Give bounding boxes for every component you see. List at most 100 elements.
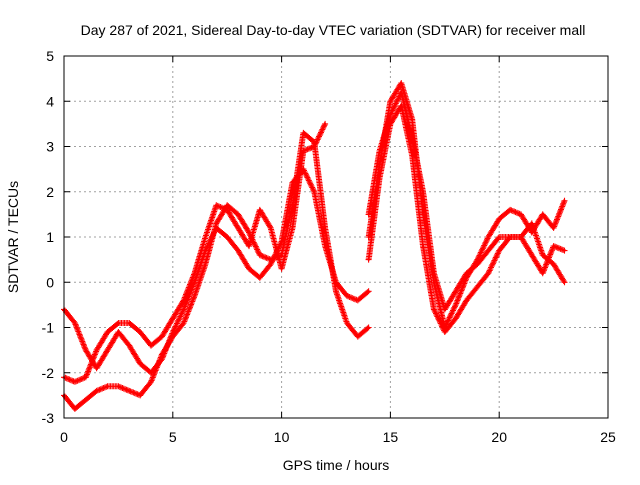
data-point [476, 285, 479, 288]
data-point [454, 290, 457, 293]
data-point [367, 258, 370, 261]
data-point [247, 244, 251, 248]
data-point [313, 145, 316, 148]
data-point [410, 118, 414, 121]
data-point [313, 190, 316, 193]
y-axis-ticks: -3 -2 -1 0 1 2 3 4 5 [42, 48, 608, 426]
data-point [400, 81, 403, 85]
chart-title: Day 287 of 2021, Sidereal Day-to-day VTE… [81, 22, 586, 38]
x-tick-label: 0 [60, 429, 68, 445]
x-tick-label: 10 [274, 429, 290, 445]
data-point [563, 249, 566, 252]
data-point [345, 321, 349, 325]
data-point [160, 335, 164, 338]
data-point [193, 294, 196, 298]
data-point [378, 149, 381, 153]
data-point [563, 281, 566, 284]
data-point [519, 235, 523, 239]
plot-frame [63, 55, 609, 419]
data-point [236, 226, 240, 230]
data-point [530, 253, 534, 257]
data-point [171, 317, 174, 320]
data-point [345, 294, 349, 298]
data-point [236, 213, 240, 216]
data-point [269, 226, 272, 230]
data-point [73, 407, 77, 411]
data-point [498, 249, 501, 252]
data-point [204, 262, 207, 266]
data-point [84, 348, 87, 352]
data-point [356, 299, 359, 302]
data-point [552, 262, 555, 266]
data-point [280, 240, 283, 243]
data-point [226, 235, 229, 239]
data-point [258, 208, 262, 212]
data-point [106, 385, 109, 388]
data-point [226, 204, 229, 207]
data-point [530, 222, 534, 225]
data-point [508, 208, 512, 212]
data-point [128, 389, 131, 393]
data-point [84, 398, 87, 402]
data-point [465, 299, 468, 302]
data-point [280, 267, 283, 270]
data-point [356, 335, 359, 338]
data-point [334, 290, 338, 293]
data-point [128, 321, 131, 325]
y-tick-label: 4 [46, 93, 54, 109]
data-point [302, 131, 305, 135]
data-point [454, 317, 457, 320]
data-point [236, 249, 240, 252]
data-point [476, 262, 479, 266]
data-series [61, 80, 568, 412]
data-point [432, 308, 436, 311]
data-point [258, 276, 262, 279]
data-point [323, 244, 327, 248]
data-point [334, 281, 338, 284]
series-markers-track-c [61, 120, 329, 385]
data-point [487, 272, 490, 275]
series-track-f [365, 89, 568, 313]
data-point [530, 231, 534, 234]
data-point [182, 308, 185, 311]
y-tick-label: 0 [46, 274, 54, 290]
data-point [552, 226, 555, 230]
data-point [138, 330, 142, 334]
data-point [443, 308, 446, 311]
y-tick-label: 2 [46, 184, 54, 200]
y-tick-label: -1 [42, 320, 55, 336]
data-point [367, 290, 370, 293]
y-tick-label: -2 [42, 365, 55, 381]
y-axis-title: SDTVAR / TECUs [5, 181, 21, 293]
data-point [171, 330, 174, 334]
data-point [421, 190, 425, 193]
x-axis-title: GPS time / hours [283, 457, 390, 473]
y-tick-label: 5 [46, 48, 54, 64]
data-point [149, 380, 153, 383]
data-point [182, 321, 185, 325]
series-track-e [365, 102, 568, 335]
data-point [215, 226, 218, 230]
data-point [149, 344, 153, 347]
series-track-b [61, 166, 372, 376]
data-point [487, 235, 490, 239]
data-point [117, 330, 120, 334]
data-point [215, 204, 218, 207]
data-point [269, 262, 272, 266]
data-point [465, 272, 468, 275]
data-point [389, 100, 392, 103]
series-markers-track-a [61, 129, 372, 412]
y-tick-label: 3 [46, 139, 54, 155]
data-point [226, 208, 229, 212]
x-tick-label: 5 [169, 429, 177, 445]
data-point [138, 362, 142, 365]
data-point [563, 199, 566, 202]
y-tick-label: 1 [46, 229, 54, 245]
data-point [160, 357, 164, 361]
data-point [204, 249, 207, 252]
data-point [367, 213, 370, 216]
data-point [454, 303, 457, 307]
data-point [508, 235, 512, 239]
data-point [541, 253, 544, 257]
